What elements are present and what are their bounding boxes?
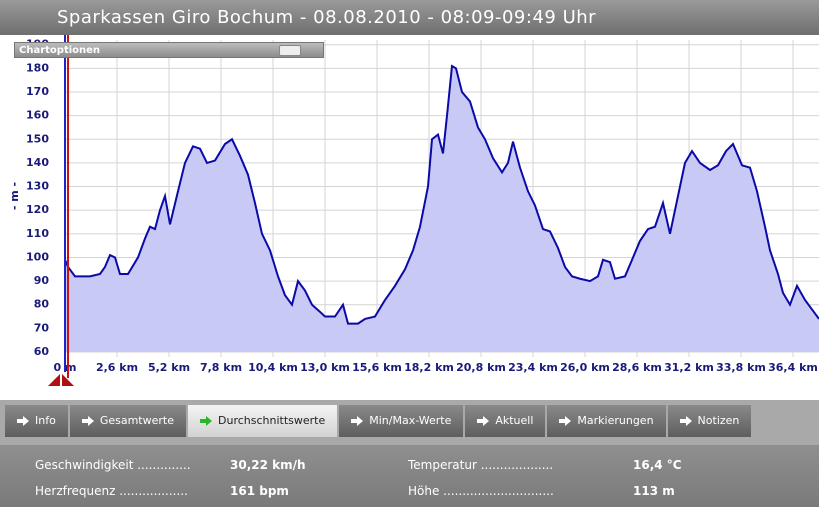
stats-panel: Geschwindigkeit .............. 30,22 km/h… [0,445,819,507]
y-tick-label: 170 [26,85,49,98]
x-tick-label: 5,2 km [148,361,190,374]
tab-label: Markierungen [577,414,654,427]
y-tick-label: 130 [26,180,49,193]
y-tick-label: 180 [26,61,49,74]
tab-arrow [477,416,490,426]
tab-arrow [17,416,29,426]
x-tick-label: 20,8 km [456,361,506,374]
tab-arrow [679,416,692,426]
x-tick-label: 2,6 km [96,361,138,374]
title-bar: Sparkassen Giro Bochum - 08.08.2010 - 08… [0,0,819,35]
chart-options[interactable]: Chartoptionen [14,42,324,58]
y-tick-label: 160 [26,109,49,122]
bottom-panel: Info Gesamtwerte Durchschnittswerte Min/Max… [0,400,819,507]
minimize-button[interactable] [279,45,301,56]
tab-arrow [200,416,212,426]
x-tick-label: 31,2 km [664,361,714,374]
stat-value: 30,22 km/h [230,458,306,472]
x-tick-label: 26,0 km [560,361,610,374]
tab-arrow [351,416,364,426]
chart: 607080901001101201301401501601701801900 … [8,35,819,386]
elevation-area [65,66,819,352]
x-tick-label: 33,8 km [716,361,766,374]
tab-label: Durchschnittswerte [218,414,326,427]
tab-arrow [559,416,572,426]
y-tick-label: 90 [34,274,50,287]
stat-label: Geschwindigkeit .............. [35,458,191,472]
tab[interactable]: Gesamtwerte [69,405,186,437]
tab[interactable]: Durchschnittswerte [188,405,338,437]
elevation-line [64,64,819,325]
stat-label: Herzfrequenz .................. [35,484,188,498]
tab-label: Aktuell [495,414,534,427]
tab[interactable]: Notizen [667,405,752,437]
y-tick-label: 80 [34,298,50,311]
x-tick-label: 13,0 km [300,361,350,374]
tab[interactable]: Min/Max-Werte [339,405,464,437]
y-tick-label: 140 [26,156,49,169]
stat-value: 16,4 °C [633,458,682,472]
y-axis-label: - m - [8,182,21,210]
tab-label: Info [35,414,56,427]
tab[interactable]: Aktuell [465,405,546,437]
y-tick-label: 70 [34,321,50,334]
x-tick-label: 36,4 km [768,361,818,374]
y-tick-label: 120 [26,203,49,216]
x-tick-label: 10,4 km [248,361,298,374]
marker-handle [48,374,74,386]
stat-value: 161 bpm [230,484,289,498]
y-tick-label: 60 [34,345,50,358]
tab[interactable]: Markierungen [547,405,666,437]
options-label: Chartoptionen [19,45,101,56]
x-tick-label: 18,2 km [404,361,454,374]
y-tick-label: 110 [26,227,49,240]
tab-arrow [81,416,94,426]
stat-value: 113 m [633,484,675,498]
x-tick-label: 28,6 km [612,361,662,374]
tab-label: Gesamtwerte [99,414,174,427]
y-tick-label: 150 [26,132,49,145]
tab-bar: Info Gesamtwerte Durchschnittswerte Min/Max… [5,405,752,437]
x-tick-label: 7,8 km [200,361,242,374]
x-tick-label: 15,6 km [352,361,402,374]
stat-label: Temperatur ................... [408,458,554,472]
tab-label: Notizen [697,414,740,427]
stat-label: Höhe ............................. [408,484,554,498]
tab-label: Min/Max-Werte [369,414,452,427]
tab[interactable]: Info [5,405,68,437]
x-tick-label: 23,4 km [508,361,558,374]
y-tick-label: 100 [26,250,49,263]
